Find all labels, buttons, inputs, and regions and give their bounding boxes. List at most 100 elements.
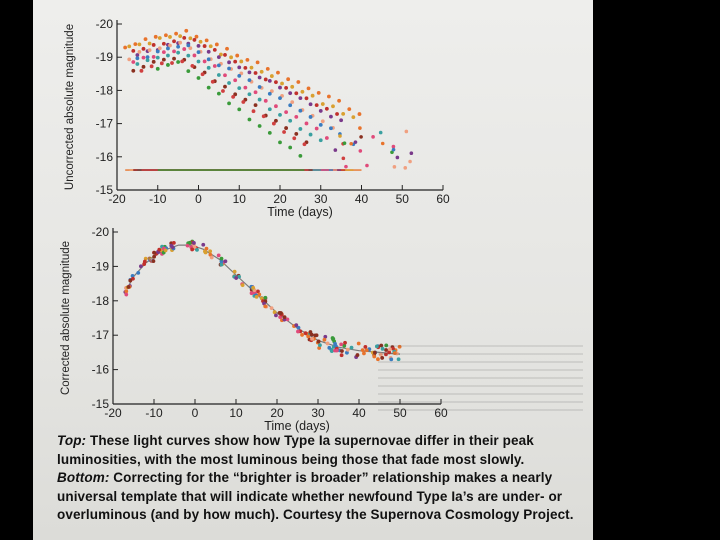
top-data-point [229,55,234,60]
top-data-point [288,91,293,96]
bottom-data-point [360,348,365,352]
top-data-point [284,110,289,115]
top-data-point [141,55,146,60]
top-data-point [335,112,339,116]
top-data-point [298,153,303,158]
top-late-point [359,135,363,139]
bottom-data-point [157,247,162,252]
bottom-data-point [329,349,334,354]
top-data-point [151,59,156,64]
top-data-point [176,60,181,64]
bottom-data-point [322,337,327,342]
bottom-data-point [294,323,299,328]
top-late-point [404,129,409,134]
top-data-point [278,140,282,145]
bottom-data-point [356,341,361,346]
bottom-data-point [285,317,290,322]
top-light-curve-chart: -20 -10 0 10 20 30 40 50 60 -20 -19 -18 -17 -16 -15 Tim… [64,17,450,219]
caption-top-label: Top: [57,433,87,448]
top-data-point [278,85,282,90]
top-data-point [267,79,272,83]
bottom-data-point [316,339,321,344]
bottom-data-point [170,245,175,250]
top-data-point [251,109,256,114]
top-data-point [288,103,293,108]
top-late-point [338,134,342,138]
bottom-data-point [339,342,344,347]
top-data-point [274,80,278,85]
top-data-point [206,57,211,62]
top-late-point [358,126,362,130]
top-data-point [145,58,150,63]
bottom-data-point [151,259,156,264]
bottom-data-point [389,357,394,362]
top-data-point [190,63,195,68]
bottom-data-point [384,352,388,357]
top-data-point [131,48,136,53]
top-data-point [237,86,242,90]
top-data-point [306,86,311,91]
bottom-y-tick-label: -15 [92,397,110,411]
top-data-point [172,39,176,44]
top-data-point [180,59,185,64]
top-data-point [296,80,301,84]
top-data-point [267,91,272,96]
top-data-point [308,115,313,119]
caption-bottom-label: Bottom: [57,470,110,486]
top-data-point [147,41,152,46]
top-data-point [318,138,323,143]
top-x-axis-label: Time (days) [267,205,333,219]
bottom-light-curve-chart: -20 -10 0 10 20 30 40 50 60 -20 -19 -18 -17 -16 -15 Tim… [60,225,448,433]
top-data-point [133,42,138,47]
top-data-point [227,101,231,106]
bottom-data-point [327,345,332,350]
bottom-data-point [314,333,319,338]
bottom-x-tick-label: 10 [229,406,243,420]
bottom-data-point [240,283,245,288]
top-late-point [395,155,400,160]
top-data-point [294,91,299,96]
top-data-point [288,145,293,150]
top-data-point [202,59,207,64]
top-late-point [342,141,347,146]
top-late-point [391,144,396,149]
top-data-point [304,96,309,101]
top-data-point [308,102,313,107]
top-data-point [341,111,346,116]
bottom-y-tick-label: -20 [92,225,110,239]
top-data-point [263,77,268,82]
top-data-point [357,112,362,116]
bottom-data-point [187,240,192,245]
top-data-point [147,48,152,53]
bottom-data-point [388,347,392,352]
bottom-data-point [237,274,241,279]
top-x-tick-label: 60 [436,192,450,206]
top-data-point [274,104,278,109]
top-data-point [284,85,289,90]
top-data-point [166,63,170,67]
top-data-point [276,70,280,75]
figure-caption: Top: These light curves show how Type Ia… [57,432,577,525]
top-data-point [166,53,170,58]
top-data-point [257,124,262,128]
top-data-point [347,107,352,112]
top-data-point [186,53,191,58]
top-data-point [206,85,211,90]
top-data-point [151,43,156,47]
top-data-point [206,65,211,70]
bottom-x-tick-label: -10 [145,406,163,420]
bottom-data-point [131,276,135,281]
bottom-data-point [126,285,131,289]
caption-bottom-text: Correcting for the “brighter is broader”… [57,470,574,523]
top-data-point [269,89,274,93]
top-data-point [192,53,197,58]
top-data-point [139,68,144,73]
top-data-point [247,117,252,122]
top-data-point [263,98,268,103]
top-data-point [161,41,166,46]
top-data-point [288,118,293,123]
top-data-point [202,44,207,48]
top-x-tick-label: -20 [108,192,126,206]
top-data-point [351,115,356,120]
top-data-point [143,37,148,42]
